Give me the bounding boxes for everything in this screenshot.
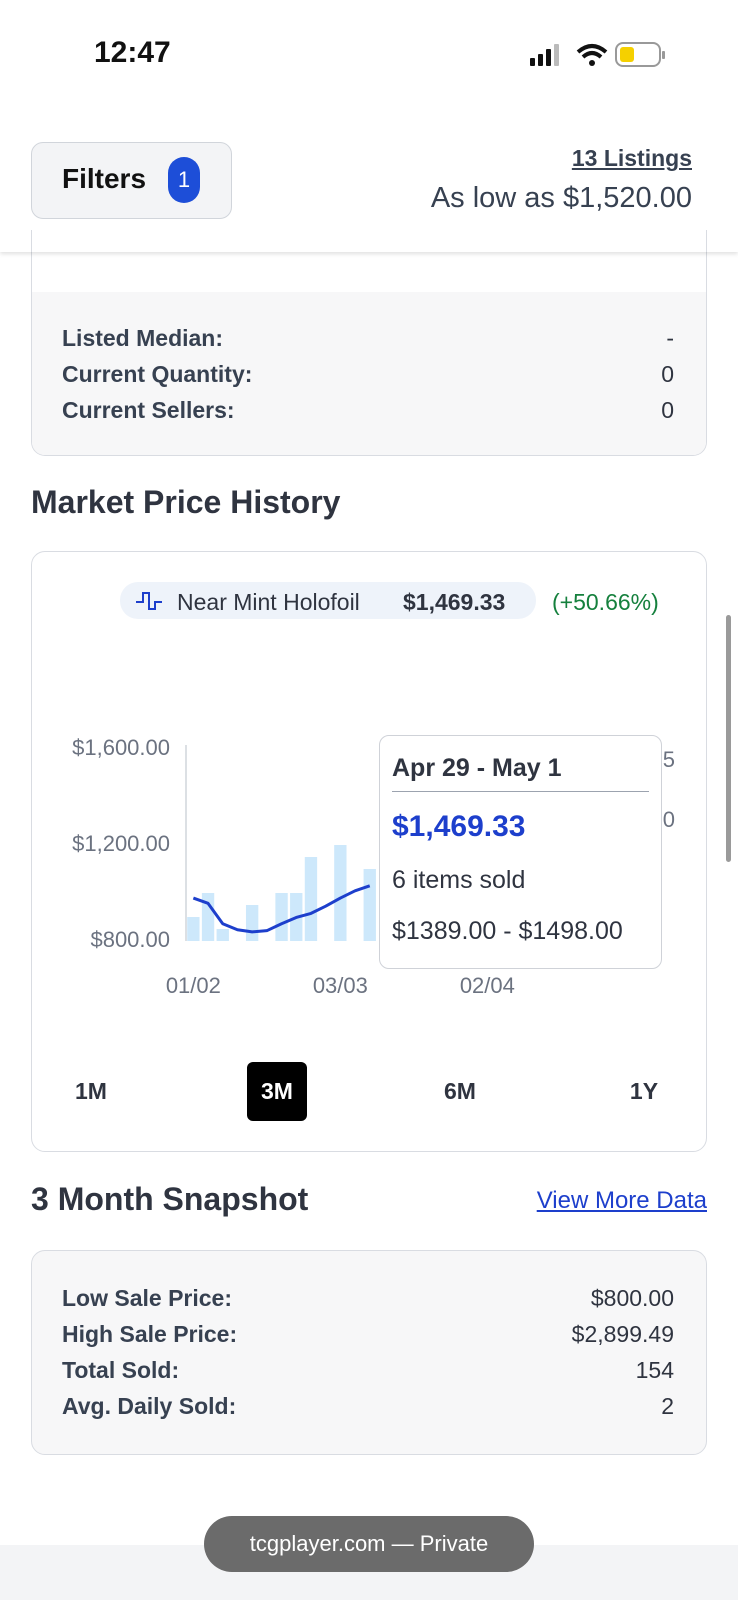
- range-button[interactable]: 1Y: [629, 1078, 659, 1104]
- stat-value: -: [666, 325, 674, 351]
- y-tick-label: $800.00: [90, 927, 170, 952]
- range-button-selected[interactable]: 3M: [247, 1062, 307, 1121]
- tooltip-title: Apr 29 - May 1: [392, 754, 562, 782]
- snapshot-value: 2: [661, 1393, 674, 1419]
- price-line: [192, 884, 371, 934]
- low-price: As low as $1,520.00: [430, 182, 692, 214]
- tooltip-sold: 6 items sold: [392, 866, 526, 894]
- legend-pill: Near Mint Holofoil $1,469.33: [120, 582, 536, 619]
- section-title: Market Price History: [31, 484, 341, 520]
- volume-bar: [216, 929, 229, 941]
- legend-name: Near Mint Holofoil: [177, 589, 360, 615]
- filters-button[interactable]: Filters 1: [31, 142, 232, 219]
- y-tick-label: $1,600.00: [72, 735, 170, 760]
- view-more-link[interactable]: View More Data: [536, 1187, 707, 1214]
- tooltip: Apr 29 - May 1 $1,469.33 6 items sold $1…: [379, 735, 662, 969]
- volume-bar: [304, 857, 318, 941]
- stats-bg: [32, 292, 706, 455]
- tooltip-divider: [392, 791, 649, 792]
- volume-bar: [187, 917, 200, 941]
- legend-icon: [136, 592, 162, 610]
- status-time: 12:47: [94, 36, 171, 69]
- volume-bar: [245, 905, 259, 941]
- snapshot-label: Total Sold:: [62, 1357, 180, 1383]
- section-title: 3 Month Snapshot: [31, 1181, 309, 1217]
- listings-link[interactable]: 13 Listings: [571, 145, 692, 171]
- y-tick-label: $1,200.00: [72, 831, 170, 856]
- x-tick-label: 02/04: [460, 973, 515, 998]
- volume-bar: [363, 869, 376, 941]
- tooltip-price: $1,469.33: [392, 810, 526, 843]
- x-tick-label: 01/02: [166, 973, 221, 998]
- snapshot-value: $800.00: [590, 1285, 674, 1311]
- x-tick-label: 03/03: [313, 973, 368, 998]
- snapshot-label: Low Sale Price:: [62, 1285, 233, 1311]
- range-button[interactable]: 1M: [75, 1078, 107, 1104]
- filters-label: Filters: [62, 163, 147, 194]
- legend-change: (+50.66%): [552, 589, 659, 615]
- volume-bar: [201, 893, 215, 941]
- snapshot-value: $2,899.49: [571, 1321, 674, 1347]
- legend-value: $1,469.33: [403, 589, 506, 615]
- scrollbar: [726, 615, 731, 862]
- chart-card: [31, 551, 707, 1152]
- volume-bar: [334, 845, 347, 941]
- browser-pill: tcgplayer.com — Private: [204, 1516, 534, 1572]
- stat-label: Current Quantity:: [62, 361, 253, 387]
- filters-count: 1: [168, 157, 200, 203]
- volume-bar: [275, 893, 288, 941]
- snapshot-label: High Sale Price:: [62, 1321, 238, 1347]
- tooltip-range: $1389.00 - $1498.00: [392, 917, 623, 945]
- snapshot-value: 154: [635, 1357, 674, 1383]
- stat-label: Current Sellers:: [62, 397, 235, 423]
- status-icons: [530, 42, 665, 67]
- stat-value: 0: [661, 397, 674, 423]
- stat-value: 0: [661, 361, 674, 387]
- snapshot-card: [31, 1250, 707, 1455]
- stat-label: Listed Median:: [62, 325, 224, 351]
- snapshot-label: Avg. Daily Sold:: [62, 1393, 237, 1419]
- stats-card: [31, 230, 707, 456]
- range-button[interactable]: 6M: [444, 1078, 476, 1104]
